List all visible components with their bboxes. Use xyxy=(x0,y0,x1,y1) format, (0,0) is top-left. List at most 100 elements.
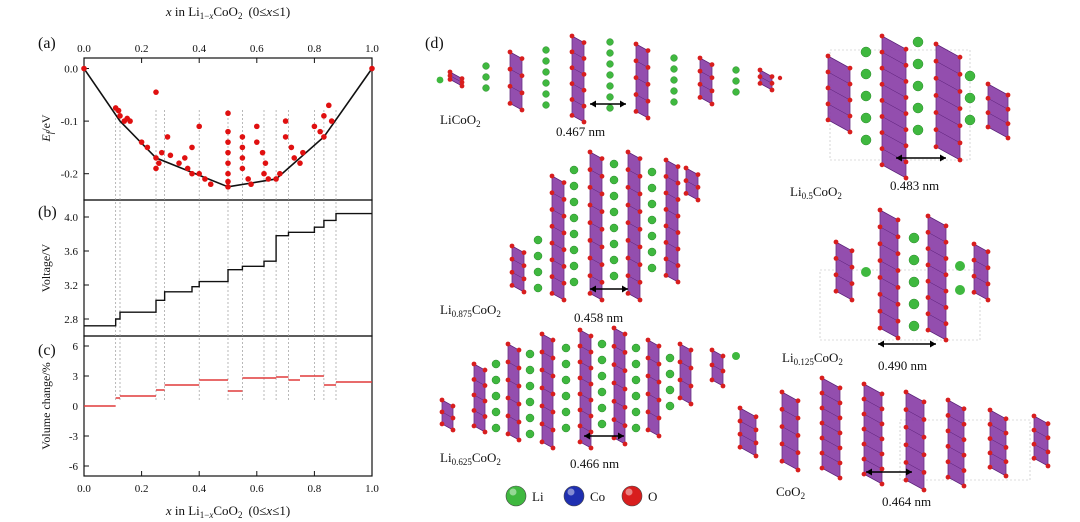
slab-edge xyxy=(821,437,841,449)
slab-edge xyxy=(739,407,757,418)
swatch-highlight xyxy=(567,488,575,496)
oxygen-atom xyxy=(961,468,967,473)
lithium-atom xyxy=(609,175,619,185)
oxygen-atom xyxy=(879,130,885,136)
oxygen-atom xyxy=(903,407,909,413)
top-x-tick-label: 1.0 xyxy=(365,43,379,55)
oxygen-atom xyxy=(663,190,669,196)
oxygen-atom xyxy=(945,459,951,465)
slab-edge xyxy=(863,428,883,440)
formation-energy-point xyxy=(297,160,303,166)
slab-edge xyxy=(927,313,947,324)
oxygen-atom xyxy=(925,278,931,284)
atom-legend: Li Co O xyxy=(505,485,657,507)
slab-edge xyxy=(863,413,883,425)
oxygen-atom xyxy=(903,111,909,116)
lithium-atom xyxy=(609,255,619,265)
octahedral-slab xyxy=(927,215,947,341)
oxygen-atom xyxy=(985,265,991,271)
top-x-tick-label: 0.0 xyxy=(77,43,91,55)
oxygen-atom xyxy=(987,421,993,427)
oxygen-atom xyxy=(561,247,567,253)
swatch-highlight xyxy=(509,488,517,496)
oxygen-atom xyxy=(895,268,901,273)
slab-edge xyxy=(879,294,899,305)
oxygen-atom xyxy=(599,226,605,232)
oxygen-atom xyxy=(611,380,617,386)
oxygen-atom xyxy=(588,349,594,355)
oxygen-atom xyxy=(849,248,855,254)
oxygen-atom xyxy=(645,115,651,121)
oxygen-atom xyxy=(903,62,909,68)
slab-edge xyxy=(935,146,961,161)
oxygen-atom xyxy=(561,230,567,236)
oxygen-atom xyxy=(663,240,669,245)
lithium-atom xyxy=(631,359,641,369)
oxygen-atom xyxy=(519,90,525,96)
oxygen-atom xyxy=(549,207,555,212)
oxygen-atom xyxy=(625,255,631,261)
oxygen-atom xyxy=(819,465,825,471)
formation-energy-point xyxy=(202,176,208,182)
structure-li0125 xyxy=(819,207,991,348)
oxygen-atom xyxy=(903,143,909,149)
formation-energy-point xyxy=(144,144,151,151)
oxygen-atom xyxy=(637,244,643,250)
oxygen-atom xyxy=(645,409,651,415)
oxygen-atom xyxy=(599,262,605,268)
oxygen-atom xyxy=(877,275,883,280)
co-legend-label: Co xyxy=(590,489,605,504)
oxygen-atom xyxy=(645,81,651,87)
oxygen-atom xyxy=(825,117,831,123)
formation-energy-point xyxy=(321,134,327,140)
oxygen-atom xyxy=(769,87,775,93)
oxygen-atom xyxy=(943,321,949,327)
oxygen-atom xyxy=(507,83,513,89)
slab-edge xyxy=(863,443,883,455)
oxygen-atom xyxy=(957,157,963,163)
oxygen-atom xyxy=(611,343,617,349)
oxygen-atom xyxy=(903,442,909,448)
oxygen-atom xyxy=(633,92,639,97)
oxygen-atom xyxy=(895,318,901,324)
formation-energy-point xyxy=(225,139,231,145)
octahedral-slab xyxy=(647,339,660,437)
slab-edge xyxy=(879,209,899,221)
oxygen-atom xyxy=(561,196,567,202)
spacing-coo2: 0.464 nm xyxy=(882,494,931,509)
oxygen-atom xyxy=(683,191,689,196)
lithium-atom xyxy=(670,54,678,62)
oxygen-atom xyxy=(625,184,631,190)
oxygen-atom xyxy=(921,487,927,493)
oxygen-atom xyxy=(539,403,545,409)
oxygen-atom xyxy=(985,249,991,255)
oxygen-atom xyxy=(753,414,759,420)
y-tick-label: 2.8 xyxy=(64,314,78,326)
lithium-atom xyxy=(609,239,619,249)
oxygen-atom xyxy=(933,110,939,115)
slab-edge xyxy=(935,112,961,126)
oxygen-atom xyxy=(505,413,511,419)
formation-energy-point xyxy=(239,144,246,151)
oxygen-atom xyxy=(837,475,843,481)
oxygen-atom xyxy=(720,353,726,359)
oxygen-atom xyxy=(697,95,703,100)
oxygen-atom xyxy=(577,423,583,429)
slab-edge xyxy=(927,329,947,341)
lithium-atom xyxy=(670,87,678,95)
formation-energy-point xyxy=(115,107,122,114)
lithium-atom xyxy=(908,232,920,244)
oxygen-atom xyxy=(637,173,643,179)
lithium-atom xyxy=(912,124,924,136)
formation-energy-point xyxy=(265,176,272,182)
octahedral-slab xyxy=(509,51,523,111)
oxygen-atom xyxy=(577,391,583,397)
lithium-atom xyxy=(631,391,641,401)
formation-energy-point xyxy=(282,118,289,124)
lithium-atom xyxy=(908,254,920,266)
oxygen-atom xyxy=(879,436,885,442)
oxygen-atom xyxy=(599,156,605,162)
slab-edge xyxy=(835,241,853,252)
slab-edge xyxy=(739,420,757,431)
oxygen-atom xyxy=(1045,449,1051,455)
